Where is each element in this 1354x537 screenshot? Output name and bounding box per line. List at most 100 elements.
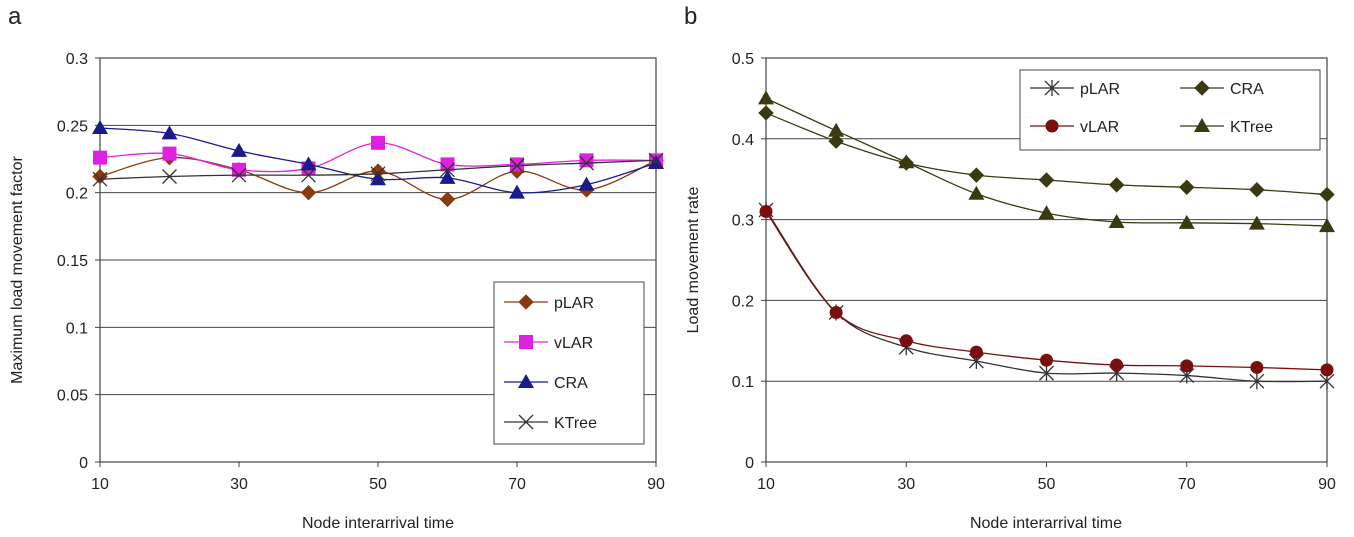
- data-point-b-ktree-3: [968, 185, 985, 200]
- plot-frame-a: [99, 57, 657, 463]
- data-point-b-ktree-2: [898, 154, 915, 169]
- data-point-a-vlar-1: [162, 146, 177, 161]
- y-tick-label-b-2: 0.2: [732, 293, 754, 310]
- data-point-a-cra-1: [161, 125, 178, 140]
- data-point-a-cra-5: [439, 169, 456, 184]
- data-point-a-ktree-0: [92, 171, 108, 187]
- data-point-a-cra-2: [231, 142, 247, 157]
- data-point-b-ktree-7: [1248, 215, 1265, 230]
- y-tick-label-a-6: 0.3: [66, 51, 88, 68]
- legend-label-a-ktree: KTree: [554, 415, 597, 432]
- series-b-cra: [758, 105, 1335, 203]
- x-tick-label-b-3: 70: [1178, 476, 1196, 493]
- data-point-b-cra-0: [758, 105, 774, 121]
- data-point-a-vlar-0: [93, 150, 107, 165]
- y-tick-label-a-5: 0.25: [57, 118, 88, 135]
- y-tick-label-a-0: 0: [79, 455, 88, 472]
- data-point-b-cra-6: [1179, 179, 1195, 195]
- data-point-b-vlar-7: [1250, 360, 1264, 374]
- series-b-vlar: [759, 205, 1334, 377]
- data-point-a-vlar-4: [371, 135, 385, 150]
- x-tick-label-a-3: 70: [508, 476, 526, 493]
- legend-label-b-plar: pLAR: [1080, 81, 1120, 98]
- chart-panel-b: b Node interarrival time Load movement r…: [684, 3, 1336, 532]
- x-axis-title-b: Node interarrival time: [970, 515, 1122, 532]
- legend-marker-a-plar: [518, 294, 534, 310]
- data-point-b-cra-5: [1108, 177, 1125, 193]
- y-tick-label-a-3: 0.15: [57, 253, 88, 270]
- data-point-a-ktree-6: [509, 158, 525, 174]
- x-tick-label-b-2: 50: [1038, 476, 1056, 493]
- data-point-b-vlar-6: [1180, 359, 1194, 373]
- data-point-a-ktree-7: [579, 155, 594, 171]
- data-point-b-cra-3: [968, 167, 985, 183]
- data-point-a-vlar-6: [510, 157, 524, 172]
- data-point-b-vlar-8: [1320, 363, 1334, 377]
- data-point-b-vlar-1: [829, 306, 843, 320]
- legend-label-b-ktree: KTree: [1230, 119, 1273, 136]
- data-point-b-plar-4: [1039, 365, 1054, 382]
- data-point-b-vlar-3: [969, 345, 983, 359]
- data-point-b-vlar-2: [899, 334, 913, 348]
- legend-marker-a-cra: [518, 374, 534, 388]
- chart-panel-a: a Node interarrival time Maximum load mo…: [8, 3, 665, 532]
- x-tick-label-a-4: 90: [647, 476, 665, 493]
- data-point-a-ktree-8: [648, 152, 664, 168]
- legend-label-a-plar: pLAR: [554, 295, 594, 312]
- y-tick-label-a-4: 0.2: [66, 186, 88, 203]
- legend-b: [1019, 69, 1321, 151]
- data-point-a-plar-3: [300, 184, 317, 201]
- y-tick-label-a-2: 0.1: [66, 320, 88, 337]
- panel-label-b: b: [684, 3, 697, 30]
- y-tick-label-b-1: 0.1: [732, 374, 754, 391]
- data-point-a-cra-3: [300, 156, 317, 171]
- data-point-b-ktree-6: [1178, 214, 1195, 229]
- data-point-a-cra-8: [648, 155, 664, 170]
- y-tick-label-b-5: 0.5: [732, 51, 754, 68]
- x-tick-label-a-0: 10: [91, 476, 109, 493]
- legend-marker-a-ktree: [518, 414, 534, 430]
- data-point-a-ktree-2: [231, 167, 247, 183]
- data-point-a-ktree-3: [301, 167, 316, 183]
- x-axis-title-a: Node interarrival time: [302, 515, 454, 532]
- legend-label-a-cra: CRA: [554, 375, 588, 392]
- x-tick-label-b-4: 90: [1318, 476, 1336, 493]
- data-point-b-vlar-4: [1040, 353, 1053, 367]
- x-tick-label-a-2: 50: [369, 476, 387, 493]
- panel-label-a: a: [8, 3, 22, 30]
- data-point-b-ktree-4: [1038, 205, 1055, 220]
- y-axis-title-a: Maximum load movement factor: [9, 156, 26, 384]
- data-point-b-vlar-0: [759, 205, 773, 219]
- y-tick-label-b-0: 0: [745, 455, 754, 472]
- data-point-b-cra-7: [1249, 181, 1265, 198]
- data-point-a-plar-5: [439, 191, 456, 208]
- legend-a: [493, 281, 645, 445]
- x-tick-label-a-1: 30: [230, 476, 248, 493]
- data-point-a-vlar-2: [232, 162, 246, 177]
- series-line-b-vlar: [765, 211, 1328, 371]
- data-point-a-ktree-1: [162, 169, 177, 184]
- legend-marker-b-vlar: [1045, 119, 1059, 133]
- x-tick-label-b-0: 10: [757, 476, 775, 493]
- y-axis-title-b: Load movement rate: [685, 187, 702, 334]
- legend-marker-b-cra: [1194, 80, 1210, 96]
- plot-frame-b: [765, 57, 1328, 463]
- y-tick-label-b-3: 0.3: [732, 213, 754, 230]
- legend-marker-b-plar: [1044, 80, 1060, 96]
- data-point-a-cra-4: [370, 171, 386, 186]
- legend-label-b-vlar: vLAR: [1080, 119, 1119, 136]
- data-point-a-vlar-7: [579, 153, 594, 168]
- y-tick-label-a-1: 0.05: [57, 388, 88, 405]
- series-a-ktree: [92, 152, 664, 187]
- data-point-a-ktree-4: [370, 166, 386, 182]
- data-point-b-cra-1: [828, 133, 844, 149]
- y-tick-label-b-4: 0.4: [732, 132, 754, 149]
- legend-label-a-vlar: vLAR: [554, 335, 593, 352]
- data-point-a-cra-7: [578, 176, 595, 191]
- data-point-a-vlar-5: [440, 157, 455, 172]
- data-point-b-vlar-5: [1110, 358, 1124, 372]
- data-point-a-ktree-5: [440, 162, 455, 178]
- data-point-a-plar-0: [92, 168, 108, 185]
- data-point-b-ktree-0: [758, 90, 774, 105]
